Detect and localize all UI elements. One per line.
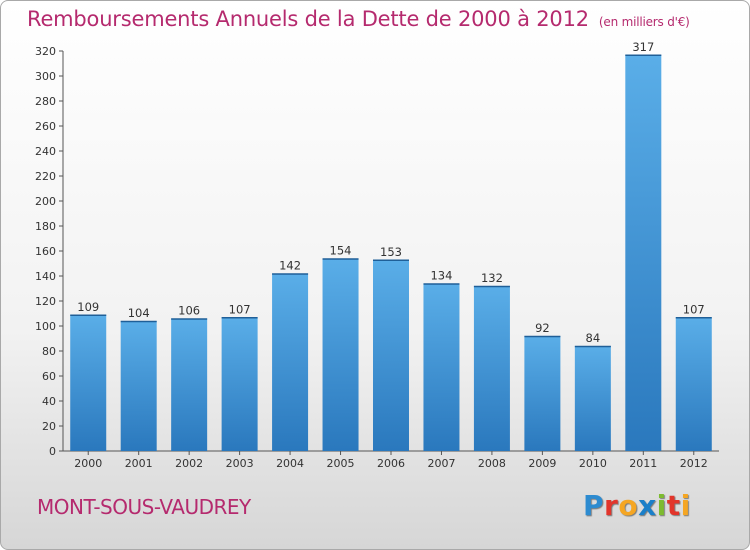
logo-letter: o	[618, 489, 639, 522]
bar-2012	[675, 317, 712, 451]
x-tick-label: 2007	[427, 457, 455, 470]
bar-value-label: 106	[178, 304, 200, 318]
y-tick-label: 80	[42, 345, 56, 358]
x-tick-label: 2001	[125, 457, 153, 470]
y-tick-label: 20	[42, 420, 56, 433]
bar-value-label: 142	[279, 259, 301, 273]
y-tick-label: 280	[35, 95, 56, 108]
bar-2005	[322, 258, 359, 451]
x-tick-label: 2012	[680, 457, 708, 470]
y-tick-label: 220	[35, 170, 56, 183]
bar-value-label: 84	[586, 331, 601, 345]
bar-value-label: 109	[77, 300, 99, 314]
bars: 109 104 106 107 142 154 153 134 132 92 84 317 107	[70, 40, 712, 451]
x-tick-label: 2005	[327, 457, 355, 470]
proxiti-logo: Proxiti	[583, 489, 691, 522]
bar-2007	[423, 283, 460, 451]
y-tick-label: 260	[35, 120, 56, 133]
bar-2010	[574, 346, 611, 451]
bar-value-label: 317	[632, 40, 654, 54]
logo-letter: r	[604, 489, 619, 522]
town-name: MONT-SOUS-VAUDREY	[37, 495, 251, 519]
y-tick-label: 240	[35, 145, 56, 158]
x-tick-label: 2011	[629, 457, 657, 470]
y-tick-label: 100	[35, 320, 56, 333]
x-tick-label: 2008	[478, 457, 506, 470]
bar-2002	[171, 318, 208, 451]
bar-2004	[272, 273, 309, 451]
y-tick-label: 0	[49, 445, 56, 458]
y-tick-label: 40	[42, 395, 56, 408]
x-tick-label: 2002	[175, 457, 203, 470]
bar-value-label: 153	[380, 245, 402, 259]
y-tick-label: 200	[35, 195, 56, 208]
logo-letter: i	[680, 489, 691, 522]
y-tick-label: 140	[35, 270, 56, 283]
bar-value-label: 134	[430, 269, 452, 283]
bar-value-label: 104	[128, 306, 150, 320]
logo-letter: P	[583, 489, 605, 522]
bar-2011	[625, 54, 662, 451]
chart-title: Remboursements Annuels de la Dette de 20…	[27, 7, 690, 31]
bar-2008	[473, 286, 510, 451]
y-tick-label: 120	[35, 295, 56, 308]
x-axis: 2000 2001 2002 2003 2004 2005 2006 2007 2008 2009…	[63, 450, 719, 470]
bar-value-label: 107	[683, 302, 705, 316]
y-tick-label: 320	[35, 45, 56, 58]
y-axis: 0 20 40 60 80 100 120 140 160 180 200 220 240 260 280 3…	[35, 45, 64, 458]
y-tick-label: 60	[42, 370, 56, 383]
y-tick-label: 180	[35, 220, 56, 233]
bar-2000	[70, 314, 107, 451]
x-tick-label: 2009	[528, 457, 556, 470]
chart-unit-label: (en milliers d'€)	[598, 15, 690, 29]
bar-2006	[373, 259, 409, 451]
x-tick-label: 2000	[74, 457, 102, 470]
bar-value-label: 132	[481, 271, 503, 285]
logo-letter: x	[638, 489, 657, 522]
bar-2003	[221, 317, 258, 451]
x-tick-label: 2010	[579, 457, 607, 470]
logo-letter: i	[656, 489, 667, 522]
bar-value-label: 107	[229, 302, 251, 316]
x-tick-label: 2006	[377, 457, 405, 470]
y-tick-label: 300	[35, 70, 56, 83]
bar-2001	[120, 321, 157, 451]
bar-value-label: 154	[330, 244, 352, 258]
bar-value-label: 92	[535, 321, 550, 335]
x-tick-label: 2003	[226, 457, 254, 470]
bar-2009	[524, 336, 561, 451]
logo-letter: t	[666, 489, 681, 522]
chart-title-text: Remboursements Annuels de la Dette de 20…	[27, 7, 589, 31]
y-tick-label: 160	[35, 245, 56, 258]
x-tick-label: 2004	[276, 457, 304, 470]
